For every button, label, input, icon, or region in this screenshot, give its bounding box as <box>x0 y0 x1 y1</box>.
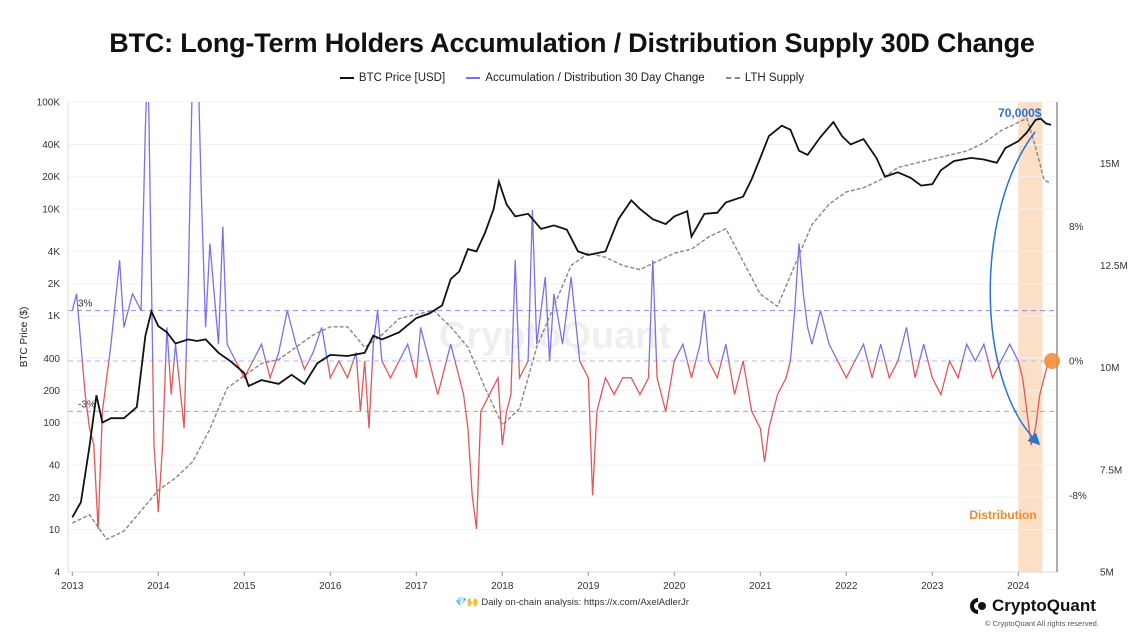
legend-label-btc-price: BTC Price [USD] <box>358 72 446 84</box>
y-right-supply-tick-label: 10M <box>1100 363 1119 374</box>
current-value-dot <box>1044 353 1060 369</box>
y-right-supply-tick-label: 12.5M <box>1100 261 1128 272</box>
y-left-tick-label: 4K <box>48 247 61 258</box>
legend-label-accumulation: Accumulation / Distribution 30 Day Chang… <box>485 72 705 84</box>
series-line-distribution <box>81 361 1050 530</box>
x-tick-label: 2021 <box>749 581 772 592</box>
x-tick-label: 2020 <box>663 581 686 592</box>
y-left-tick-label: 200 <box>43 386 60 397</box>
series-line-accumulation <box>71 102 1049 361</box>
x-tick-label: 2013 <box>61 581 84 592</box>
chart-title: BTC: Long-Term Holders Accumulation / Di… <box>109 28 1035 58</box>
y-left-tick-label: 20 <box>49 493 61 504</box>
y-right-supply-tick-label: 5M <box>1100 568 1114 579</box>
y-right-pct-tick-label: -8% <box>1069 491 1087 502</box>
footer-note: 💎🙌 Daily on-chain analysis: https://x.co… <box>0 597 1144 608</box>
footer-text: Daily on-chain analysis: https://x.com/A… <box>481 597 689 608</box>
series-line-lth-supply <box>71 117 1052 541</box>
copyright: © CryptoQuant All rights reserved. <box>985 619 1099 628</box>
y-left-tick-label: 20K <box>42 172 60 183</box>
legend-swatch-accumulation <box>466 77 481 79</box>
y-right-pct-tick-label: 0% <box>1069 357 1084 368</box>
brand-name: CryptoQuant <box>992 596 1096 615</box>
legend-item-lth-supply: LTH Supply <box>725 72 805 84</box>
y-left-tick-label: 100K <box>37 98 61 109</box>
cryptoquant-logo-icon <box>970 598 986 614</box>
y-left-tick-label: 100 <box>43 418 60 429</box>
x-tick-label: 2023 <box>921 581 944 592</box>
y-left-tick-label: 40 <box>49 461 61 472</box>
legend-swatch-btc-price <box>339 77 354 79</box>
x-tick-label: 2014 <box>147 581 170 592</box>
y-left-tick-label: 4 <box>54 568 60 579</box>
x-tick-label: 2018 <box>491 581 514 592</box>
x-tick-label: 2015 <box>233 581 256 592</box>
x-tick-label: 2017 <box>405 581 428 592</box>
series-line-btc-price <box>71 117 1052 518</box>
legend-item-accumulation: Accumulation / Distribution 30 Day Chang… <box>466 72 705 84</box>
y-left-tick-label: 2K <box>48 279 61 290</box>
y-right-pct-tick-label: 8% <box>1069 222 1084 233</box>
y-right-supply-tick-label: 7.5M <box>1100 465 1122 476</box>
annotation-arrow <box>989 131 1041 446</box>
y-left-tick-label: 10 <box>49 525 61 536</box>
y-right-supply-tick-label: 15M <box>1100 159 1119 170</box>
x-tick-label: 2016 <box>319 581 342 592</box>
y-left-tick-label: 400 <box>43 354 60 365</box>
x-tick-label: 2019 <box>577 581 600 592</box>
legend-label-lth-supply: LTH Supply <box>744 72 805 84</box>
x-tick-label: 2022 <box>835 581 858 592</box>
annotation-distribution: Distribution <box>969 508 1036 522</box>
cryptoquant-logo: CryptoQuant <box>968 596 1096 616</box>
y-left-tick-label: 10K <box>42 204 60 215</box>
watermark: CryptoQuant <box>439 315 672 357</box>
y-left-tick-label: 40K <box>42 140 60 151</box>
distribution-band <box>1018 102 1043 572</box>
x-tick-label: 2024 <box>1007 581 1030 592</box>
diamond-hands-icon: 💎🙌 <box>455 597 479 608</box>
legend-swatch-lth-supply <box>725 77 740 79</box>
y-left-axis-label: BTC Price ($) <box>19 307 30 368</box>
reference-line-label: 3% <box>78 299 93 310</box>
chart-legend: BTC Price [USD] Accumulation / Distribut… <box>0 70 1144 84</box>
legend-item-btc-price: BTC Price [USD] <box>339 72 446 84</box>
y-left-tick-label: 1K <box>48 311 61 322</box>
annotation-70000: 70,000$ <box>998 106 1042 120</box>
